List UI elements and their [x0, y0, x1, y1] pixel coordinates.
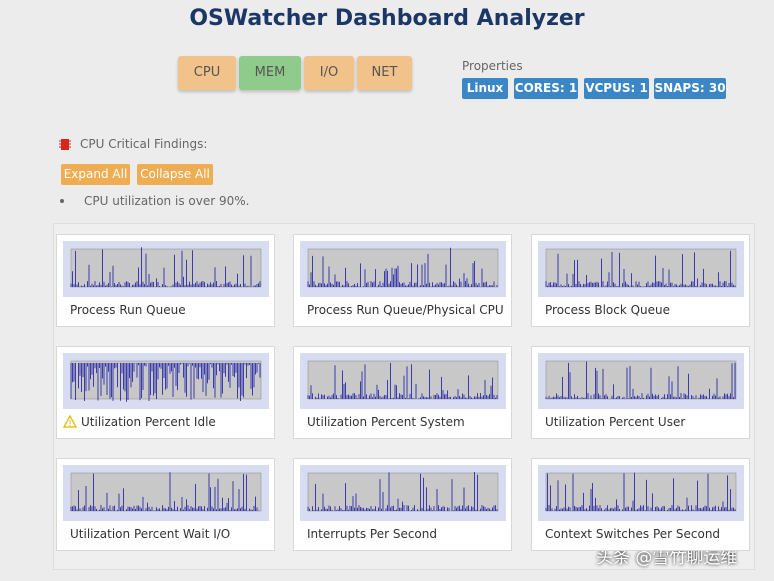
nav-cpu[interactable]: CPU	[178, 56, 236, 90]
properties-label: Properties	[462, 59, 523, 73]
chart-title: Context Switches Per Second	[545, 527, 721, 541]
chart-card[interactable]: Process Block Queue	[531, 234, 750, 327]
chart-card[interactable]: Utilization Percent System	[293, 346, 512, 439]
chart-thumbnail	[300, 241, 506, 297]
watermark: 头条 @雪竹聊运维	[596, 548, 738, 568]
badge: SNAPS: 30	[654, 78, 726, 99]
chart-thumbnail	[538, 465, 744, 521]
chart-thumbnail	[300, 465, 506, 521]
nav-net[interactable]: NET	[357, 56, 412, 90]
expand-all[interactable]: Expand All	[61, 164, 130, 185]
chart-thumbnail	[63, 353, 269, 409]
chart-card[interactable]: Process Run Queue	[56, 234, 275, 327]
chart-card[interactable]: Utilization Percent User	[531, 346, 750, 439]
chart-card[interactable]: Interrupts Per Second	[293, 458, 512, 551]
chart-thumbnail	[538, 353, 744, 409]
badge: CORES: 1	[514, 78, 578, 99]
chart-title: Utilization Percent System	[307, 415, 465, 429]
collapse-all[interactable]: Collapse All	[137, 164, 213, 185]
chart-thumbnail	[63, 465, 269, 521]
page-title: OSWatcher Dashboard Analyzer	[189, 6, 585, 31]
chart-thumbnail	[63, 241, 269, 297]
chart-card[interactable]: Context Switches Per Second	[531, 458, 750, 551]
chart-title: Utilization Percent Idle	[81, 415, 216, 429]
badge: VCPUS: 1	[584, 78, 649, 99]
chart-thumbnail	[538, 241, 744, 297]
chart-card[interactable]: Utilization Percent Idle	[56, 346, 275, 439]
finding-item: CPU utilization is over 90%.	[84, 194, 250, 208]
chart-title: Process Run Queue	[70, 303, 186, 317]
findings-title: CPU Critical Findings:	[80, 137, 208, 151]
badge: Linux	[462, 78, 508, 99]
chart-title: Process Block Queue	[545, 303, 671, 317]
bullet	[60, 199, 64, 203]
chart-title: Utilization Percent User	[545, 415, 686, 429]
warning-icon	[63, 415, 77, 428]
chart-card[interactable]: Process Run Queue/Physical CPU	[293, 234, 512, 327]
nav-io[interactable]: I/O	[304, 56, 354, 90]
chart-thumbnail	[300, 353, 506, 409]
cpu-icon	[59, 139, 71, 150]
chart-title: Process Run Queue/Physical CPU	[307, 303, 504, 317]
nav-mem[interactable]: MEM	[239, 56, 301, 90]
chart-title: Utilization Percent Wait I/O	[70, 527, 231, 541]
chart-title: Interrupts Per Second	[307, 527, 437, 541]
chart-card[interactable]: Utilization Percent Wait I/O	[56, 458, 275, 551]
